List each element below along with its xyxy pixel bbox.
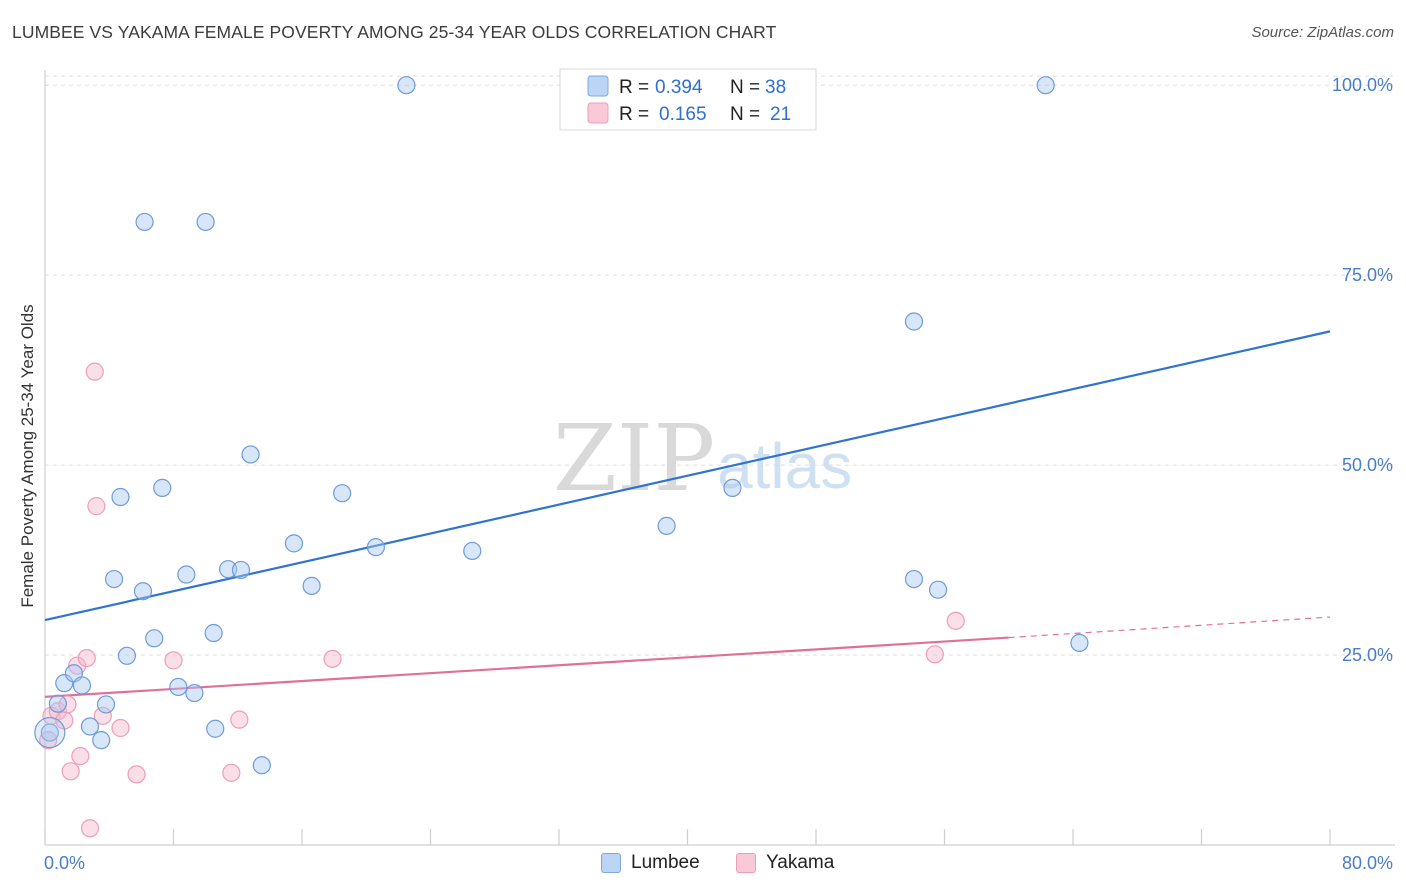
legend-r-label-lumbee: R = (619, 77, 649, 98)
point-yakama (230, 710, 249, 729)
point-lumbee (80, 717, 100, 736)
point-lumbee (904, 569, 924, 589)
y-tick-label: 100.0% (1332, 75, 1393, 95)
point-yakama (71, 747, 90, 766)
point-lumbee (48, 694, 67, 713)
point-lumbee (1070, 633, 1089, 652)
point-yakama (323, 649, 342, 668)
legend-swatch-lumbee (587, 75, 609, 97)
point-lumbee (928, 580, 948, 599)
point-yakama (87, 497, 106, 516)
point-lumbee (302, 576, 321, 596)
point-yakama (164, 651, 183, 670)
chart-title: LUMBEE VS YAKAMA FEMALE POVERTY AMONG 25… (12, 22, 777, 42)
point-lumbee (55, 674, 74, 693)
legend-swatch-yakama (587, 102, 609, 124)
legend-item-yakama: Yakama (736, 852, 834, 874)
watermark-zip: ZIP (553, 405, 715, 512)
point-lumbee (40, 723, 59, 742)
point-lumbee (133, 582, 153, 601)
point-yakama (93, 706, 112, 725)
legend-r-value-yakama: 0.165 (659, 104, 707, 125)
series-legend: Lumbee Yakama (0, 852, 1406, 878)
axes (44, 70, 1395, 846)
legend-item-lumbee: Lumbee (601, 852, 700, 874)
point-yakama (58, 695, 77, 714)
trend-lines (44, 330, 1331, 698)
point-lumbee (153, 478, 172, 497)
watermark-atlas: atlas (717, 430, 852, 502)
point-lumbee (177, 565, 196, 584)
y-tick-label: 75.0% (1342, 265, 1393, 285)
y-tick-label: 25.0% (1342, 645, 1393, 665)
point-lumbee (96, 695, 116, 714)
legend-n-label-yakama: N = (730, 104, 760, 125)
point-yakama (111, 718, 130, 738)
point-lumbee (241, 445, 260, 464)
legend-n-value-lumbee: 38 (765, 77, 786, 98)
correlation-legend: R = 0.394 N = 38 R = 0.165 N = 21 (559, 68, 817, 131)
point-lumbee (284, 534, 304, 553)
x-tick-label: 80.0% (1342, 853, 1393, 873)
point-lumbee (333, 484, 352, 503)
data-points (34, 76, 1089, 838)
point-lumbee (657, 516, 676, 535)
point-lumbee (904, 312, 924, 331)
yakama-swatch (736, 853, 756, 873)
point-lumbee-cluster (34, 716, 66, 749)
point-yakama (127, 765, 146, 784)
point-yakama (61, 762, 80, 781)
legend-label-yakama: Yakama (766, 852, 835, 873)
trend-line-lumbee (44, 330, 1331, 622)
point-lumbee (366, 538, 385, 557)
point-lumbee (231, 560, 251, 580)
point-lumbee (104, 569, 124, 589)
point-lumbee (219, 560, 238, 579)
point-yakama (39, 731, 58, 750)
x-tick-labels: 0.0% 80.0% (44, 853, 1393, 873)
point-lumbee (145, 629, 164, 648)
point-lumbee (723, 478, 742, 497)
point-lumbee (196, 212, 215, 232)
legend-r-value-lumbee: 0.394 (655, 77, 703, 98)
point-yakama (85, 362, 104, 381)
point-lumbee (185, 683, 204, 703)
point-lumbee (252, 756, 271, 775)
legend-label-lumbee: Lumbee (631, 852, 700, 873)
trend-line-yakama-extension (1008, 616, 1331, 639)
point-lumbee (111, 487, 130, 507)
watermark: ZIP atlas (553, 405, 852, 512)
point-yakama (77, 648, 96, 668)
point-yakama (222, 763, 241, 782)
point-lumbee (1036, 76, 1055, 95)
point-yakama (925, 645, 944, 664)
legend-r-label-yakama: R = (619, 104, 649, 125)
trend-line-yakama (44, 636, 1009, 698)
legend-n-label-lumbee: N = (730, 77, 760, 98)
point-lumbee (397, 76, 416, 95)
point-lumbee (135, 212, 154, 232)
y-tick-label: 50.0% (1342, 455, 1393, 475)
point-lumbee (72, 676, 92, 695)
lumbee-swatch (601, 853, 621, 873)
point-lumbee (463, 541, 482, 561)
source-credit: Source: ZipAtlas.com (1251, 24, 1394, 41)
point-yakama (80, 819, 100, 838)
point-lumbee (204, 623, 223, 643)
point-lumbee (92, 731, 111, 750)
point-lumbee (169, 677, 188, 697)
x-tick-label: 0.0% (44, 853, 85, 873)
y-tick-labels: 25.0% 50.0% 75.0% 100.0% (1332, 75, 1393, 665)
legend-n-value-yakama: 21 (770, 104, 791, 125)
point-lumbee (206, 719, 225, 738)
point-lumbee (117, 646, 137, 665)
point-yakama (946, 611, 965, 630)
